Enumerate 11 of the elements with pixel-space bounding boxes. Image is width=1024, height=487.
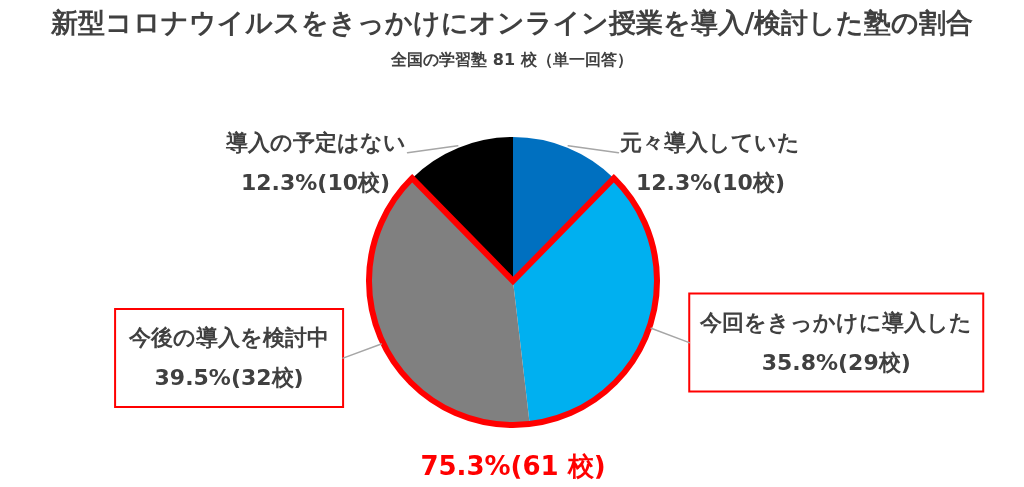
data-label: 12.3%(10校) <box>241 169 391 195</box>
slice-label: 元々導入していた <box>619 129 801 155</box>
data-label: 35.8%(29校) <box>761 349 911 375</box>
slice-label: 今回をきっかけに導入した <box>699 309 973 335</box>
slice-label: 今後の導入を検討中 <box>128 325 330 351</box>
data-label: 12.3%(10校) <box>635 169 785 195</box>
data-label: 39.5%(32校) <box>154 365 304 391</box>
text: 75.3%(61 校) <box>420 451 606 481</box>
chart-subtitle: 全国の学習塾 81 校（単一回答） <box>390 50 633 69</box>
slice-label: 導入の予定はない <box>224 129 406 155</box>
chart-title: 新型コロナウイルスをきっかけにオンライン授業を導入/検討した塾の割合 <box>49 7 974 38</box>
